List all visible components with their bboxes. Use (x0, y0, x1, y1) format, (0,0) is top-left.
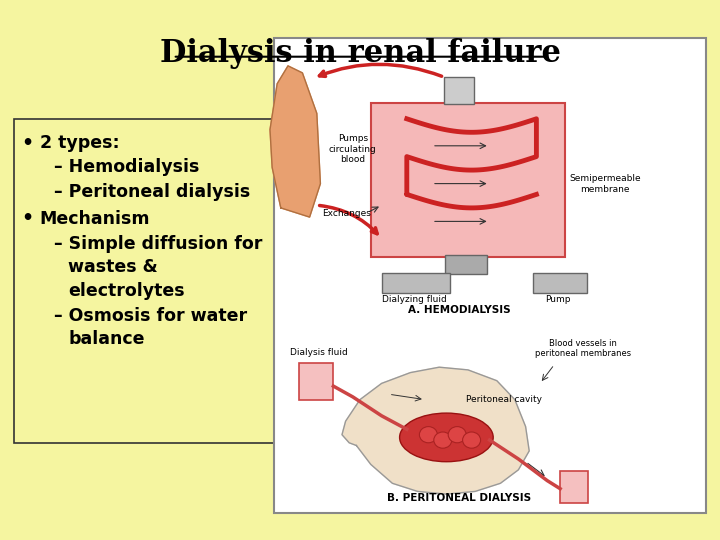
Ellipse shape (448, 427, 467, 443)
Text: balance: balance (68, 330, 145, 348)
Text: Dialysis in renal failure: Dialysis in renal failure (160, 38, 560, 69)
Ellipse shape (400, 413, 493, 462)
Text: – Osmosis for water: – Osmosis for water (54, 307, 247, 325)
Text: Semipermeable
membrane: Semipermeable membrane (569, 174, 641, 194)
Ellipse shape (419, 427, 438, 443)
Text: Mechanism: Mechanism (40, 210, 150, 228)
Text: Dialyzing fluid: Dialyzing fluid (382, 295, 446, 305)
Text: 2 types:: 2 types: (40, 134, 120, 152)
FancyBboxPatch shape (560, 471, 588, 503)
FancyBboxPatch shape (382, 273, 450, 293)
Text: Peritoneal cavity: Peritoneal cavity (466, 395, 542, 404)
Text: •: • (22, 133, 34, 153)
FancyBboxPatch shape (445, 255, 487, 274)
FancyBboxPatch shape (444, 77, 474, 104)
FancyBboxPatch shape (371, 103, 565, 256)
Polygon shape (342, 367, 529, 494)
Text: electrolytes: electrolytes (68, 281, 185, 300)
Text: Pumps
circulating
blood: Pumps circulating blood (329, 134, 377, 164)
Text: wastes &: wastes & (68, 258, 158, 276)
Text: Dialysis fluid: Dialysis fluid (290, 348, 348, 357)
FancyBboxPatch shape (533, 273, 587, 293)
Ellipse shape (463, 432, 481, 448)
Ellipse shape (433, 432, 452, 448)
Text: – Peritoneal dialysis: – Peritoneal dialysis (54, 183, 251, 201)
Text: Pump: Pump (545, 295, 571, 305)
Text: – Hemodialysis: – Hemodialysis (54, 158, 199, 177)
Text: Exchanges: Exchanges (323, 209, 372, 218)
FancyBboxPatch shape (14, 119, 274, 443)
FancyBboxPatch shape (274, 38, 706, 513)
Polygon shape (270, 66, 320, 217)
Text: Blood vessels in
peritoneal membranes: Blood vessels in peritoneal membranes (535, 339, 631, 359)
Text: A. HEMODIALYSIS: A. HEMODIALYSIS (408, 305, 510, 315)
Text: – Simple diffusion for: – Simple diffusion for (54, 235, 262, 253)
Text: B. PERITONEAL DIALYSIS: B. PERITONEAL DIALYSIS (387, 493, 531, 503)
Text: •: • (22, 209, 34, 228)
FancyBboxPatch shape (299, 363, 333, 400)
